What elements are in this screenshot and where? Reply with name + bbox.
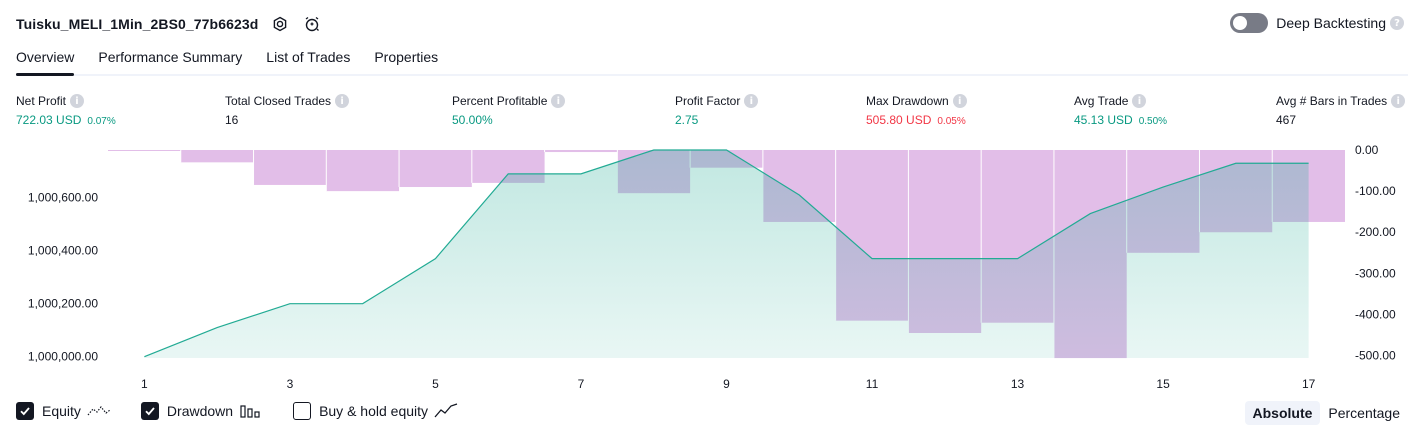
metric-percent: 0.50%	[1138, 116, 1168, 127]
deep-backtesting-label: Deep Backtesting	[1276, 15, 1386, 31]
metric-value: 2.75	[675, 113, 699, 127]
legend-label: Drawdown	[166, 403, 234, 419]
info-icon[interactable]: ?	[1390, 16, 1404, 30]
drawdown-bar	[399, 150, 472, 188]
equity-line	[144, 149, 1309, 358]
chart-legend: Equity Drawdown Buy & hold equity	[16, 402, 488, 420]
metric-profit-factor: Profit Factor i 2.75	[675, 93, 759, 127]
metric-percent: 0.07%	[87, 116, 116, 127]
legend-buy-hold-equity[interactable]: Buy & hold equity	[293, 402, 458, 420]
info-icon[interactable]: i	[70, 94, 85, 108]
legend-equity[interactable]: Equity	[16, 402, 111, 420]
legend-label: Buy & hold equity	[319, 403, 429, 419]
drawdown-bar	[253, 150, 327, 185]
x-axis-tick-label: 17	[1302, 377, 1316, 391]
drawdown-bar	[180, 150, 254, 163]
tab-performance-summary[interactable]: Performance Summary	[98, 49, 243, 65]
metric-label: Net Profit	[16, 94, 67, 108]
drawdown-bars-icon	[240, 405, 260, 418]
info-icon[interactable]: i	[744, 94, 759, 108]
info-icon[interactable]: i	[1132, 94, 1147, 108]
metric-total-closed-trades: Total Closed Trades i 16	[225, 93, 350, 127]
equity-area	[144, 150, 1309, 358]
deep-backtesting: Deep Backtesting ?	[1230, 13, 1404, 33]
info-icon[interactable]: i	[1391, 94, 1406, 108]
x-axis-tick-label: 9	[723, 377, 730, 391]
x-axis-tick-label: 13	[1011, 377, 1025, 391]
metric-value: 505.80 USD	[866, 113, 932, 127]
right-axis-tick-label: -300.00	[1355, 266, 1396, 280]
metric-net-profit: Net Profit i 722.03 USD 0.07%	[16, 93, 116, 127]
x-axis-tick-label: 5	[432, 377, 439, 391]
x-axis-tick-label: 11	[866, 377, 879, 391]
left-axis-tick-label: 1,000,000.00	[28, 350, 98, 364]
strategy-name: Tuisku_MELI_1Min_2BS0_77b6623d	[16, 16, 259, 32]
metric-label: Total Closed Trades	[225, 94, 332, 108]
metric-label: Profit Factor	[675, 94, 741, 108]
buy-hold-line-icon	[434, 403, 458, 418]
metric-max-drawdown: Max Drawdown i 505.80 USD 0.05%	[866, 93, 967, 127]
legend-label: Equity	[42, 403, 81, 419]
info-icon[interactable]: i	[551, 94, 566, 108]
x-axis-tick-label: 3	[287, 377, 294, 391]
info-icon[interactable]: i	[335, 94, 350, 108]
metric-value: 16	[225, 113, 239, 127]
right-axis-tick-label: 0.00	[1355, 143, 1379, 157]
legend-drawdown[interactable]: Drawdown	[140, 402, 263, 420]
tab-overview[interactable]: Overview	[16, 44, 75, 76]
right-axis-tick-label: -200.00	[1355, 225, 1396, 239]
metric-percent-profitable: Percent Profitable i 50.00%	[452, 93, 566, 127]
left-axis-tick-label: 1,000,200.00	[28, 297, 98, 311]
right-axis-tick-label: -100.00	[1355, 184, 1396, 198]
x-axis-tick-label: 7	[578, 377, 585, 391]
metric-avg-trade: Avg Trade i 45.13 USD 0.50%	[1074, 93, 1167, 127]
info-icon[interactable]: i	[952, 94, 967, 108]
tab-list-of-trades[interactable]: List of Trades	[266, 49, 351, 65]
metric-label: Avg Trade	[1074, 94, 1129, 108]
mode-absolute-button[interactable]: Absolute	[1244, 401, 1321, 425]
tab-bar: Overview Performance Summary List of Tra…	[16, 44, 1408, 76]
strategy-header: Tuisku_MELI_1Min_2BS0_77b6623d	[16, 12, 322, 36]
right-axis-tick-label: -400.00	[1355, 307, 1396, 321]
buy-hold-checkbox[interactable]	[293, 402, 312, 420]
metric-value: 722.03 USD	[16, 113, 82, 127]
drawdown-checkbox[interactable]	[140, 402, 159, 420]
metric-avg-bars-in-trades: Avg # Bars in Trades i 467	[1276, 93, 1406, 127]
metric-label: Percent Profitable	[452, 94, 548, 108]
drawdown-bar	[108, 150, 181, 151]
right-axis-tick-label: -500.00	[1355, 349, 1396, 363]
x-axis-tick-label: 1	[141, 377, 148, 391]
left-axis-tick-label: 1,000,400.00	[28, 244, 98, 258]
add-alert-icon[interactable]	[302, 14, 322, 34]
drawdown-bar	[326, 150, 400, 192]
mode-percentage-button[interactable]: Percentage	[1328, 405, 1400, 421]
metrics-row: Net Profit i 722.03 USD 0.07% Total Closed…	[0, 93, 1424, 133]
equity-line-icon	[87, 406, 111, 416]
deep-backtesting-toggle[interactable]	[1230, 13, 1269, 33]
metric-percent: 0.05%	[937, 116, 966, 127]
settings-icon[interactable]	[270, 14, 290, 34]
tab-properties[interactable]: Properties	[374, 49, 439, 65]
display-mode-switch: Absolute Percentage	[1244, 401, 1409, 425]
metric-label: Max Drawdown	[866, 94, 949, 108]
metric-label: Avg # Bars in Trades	[1276, 94, 1388, 108]
equity-checkbox[interactable]	[16, 402, 34, 420]
left-axis-tick-label: 1,000,600.00	[28, 191, 98, 205]
metric-value: 467	[1276, 113, 1297, 127]
metric-value: 50.00%	[452, 113, 493, 127]
metric-value: 45.13 USD	[1074, 113, 1133, 127]
drawdown-bar	[544, 150, 618, 153]
equity-drawdown-chart: 1,000,600.00 1,000,400.00 1,000,200.00 1,00…	[28, 143, 1396, 391]
x-axis-tick-label: 15	[1156, 377, 1170, 391]
